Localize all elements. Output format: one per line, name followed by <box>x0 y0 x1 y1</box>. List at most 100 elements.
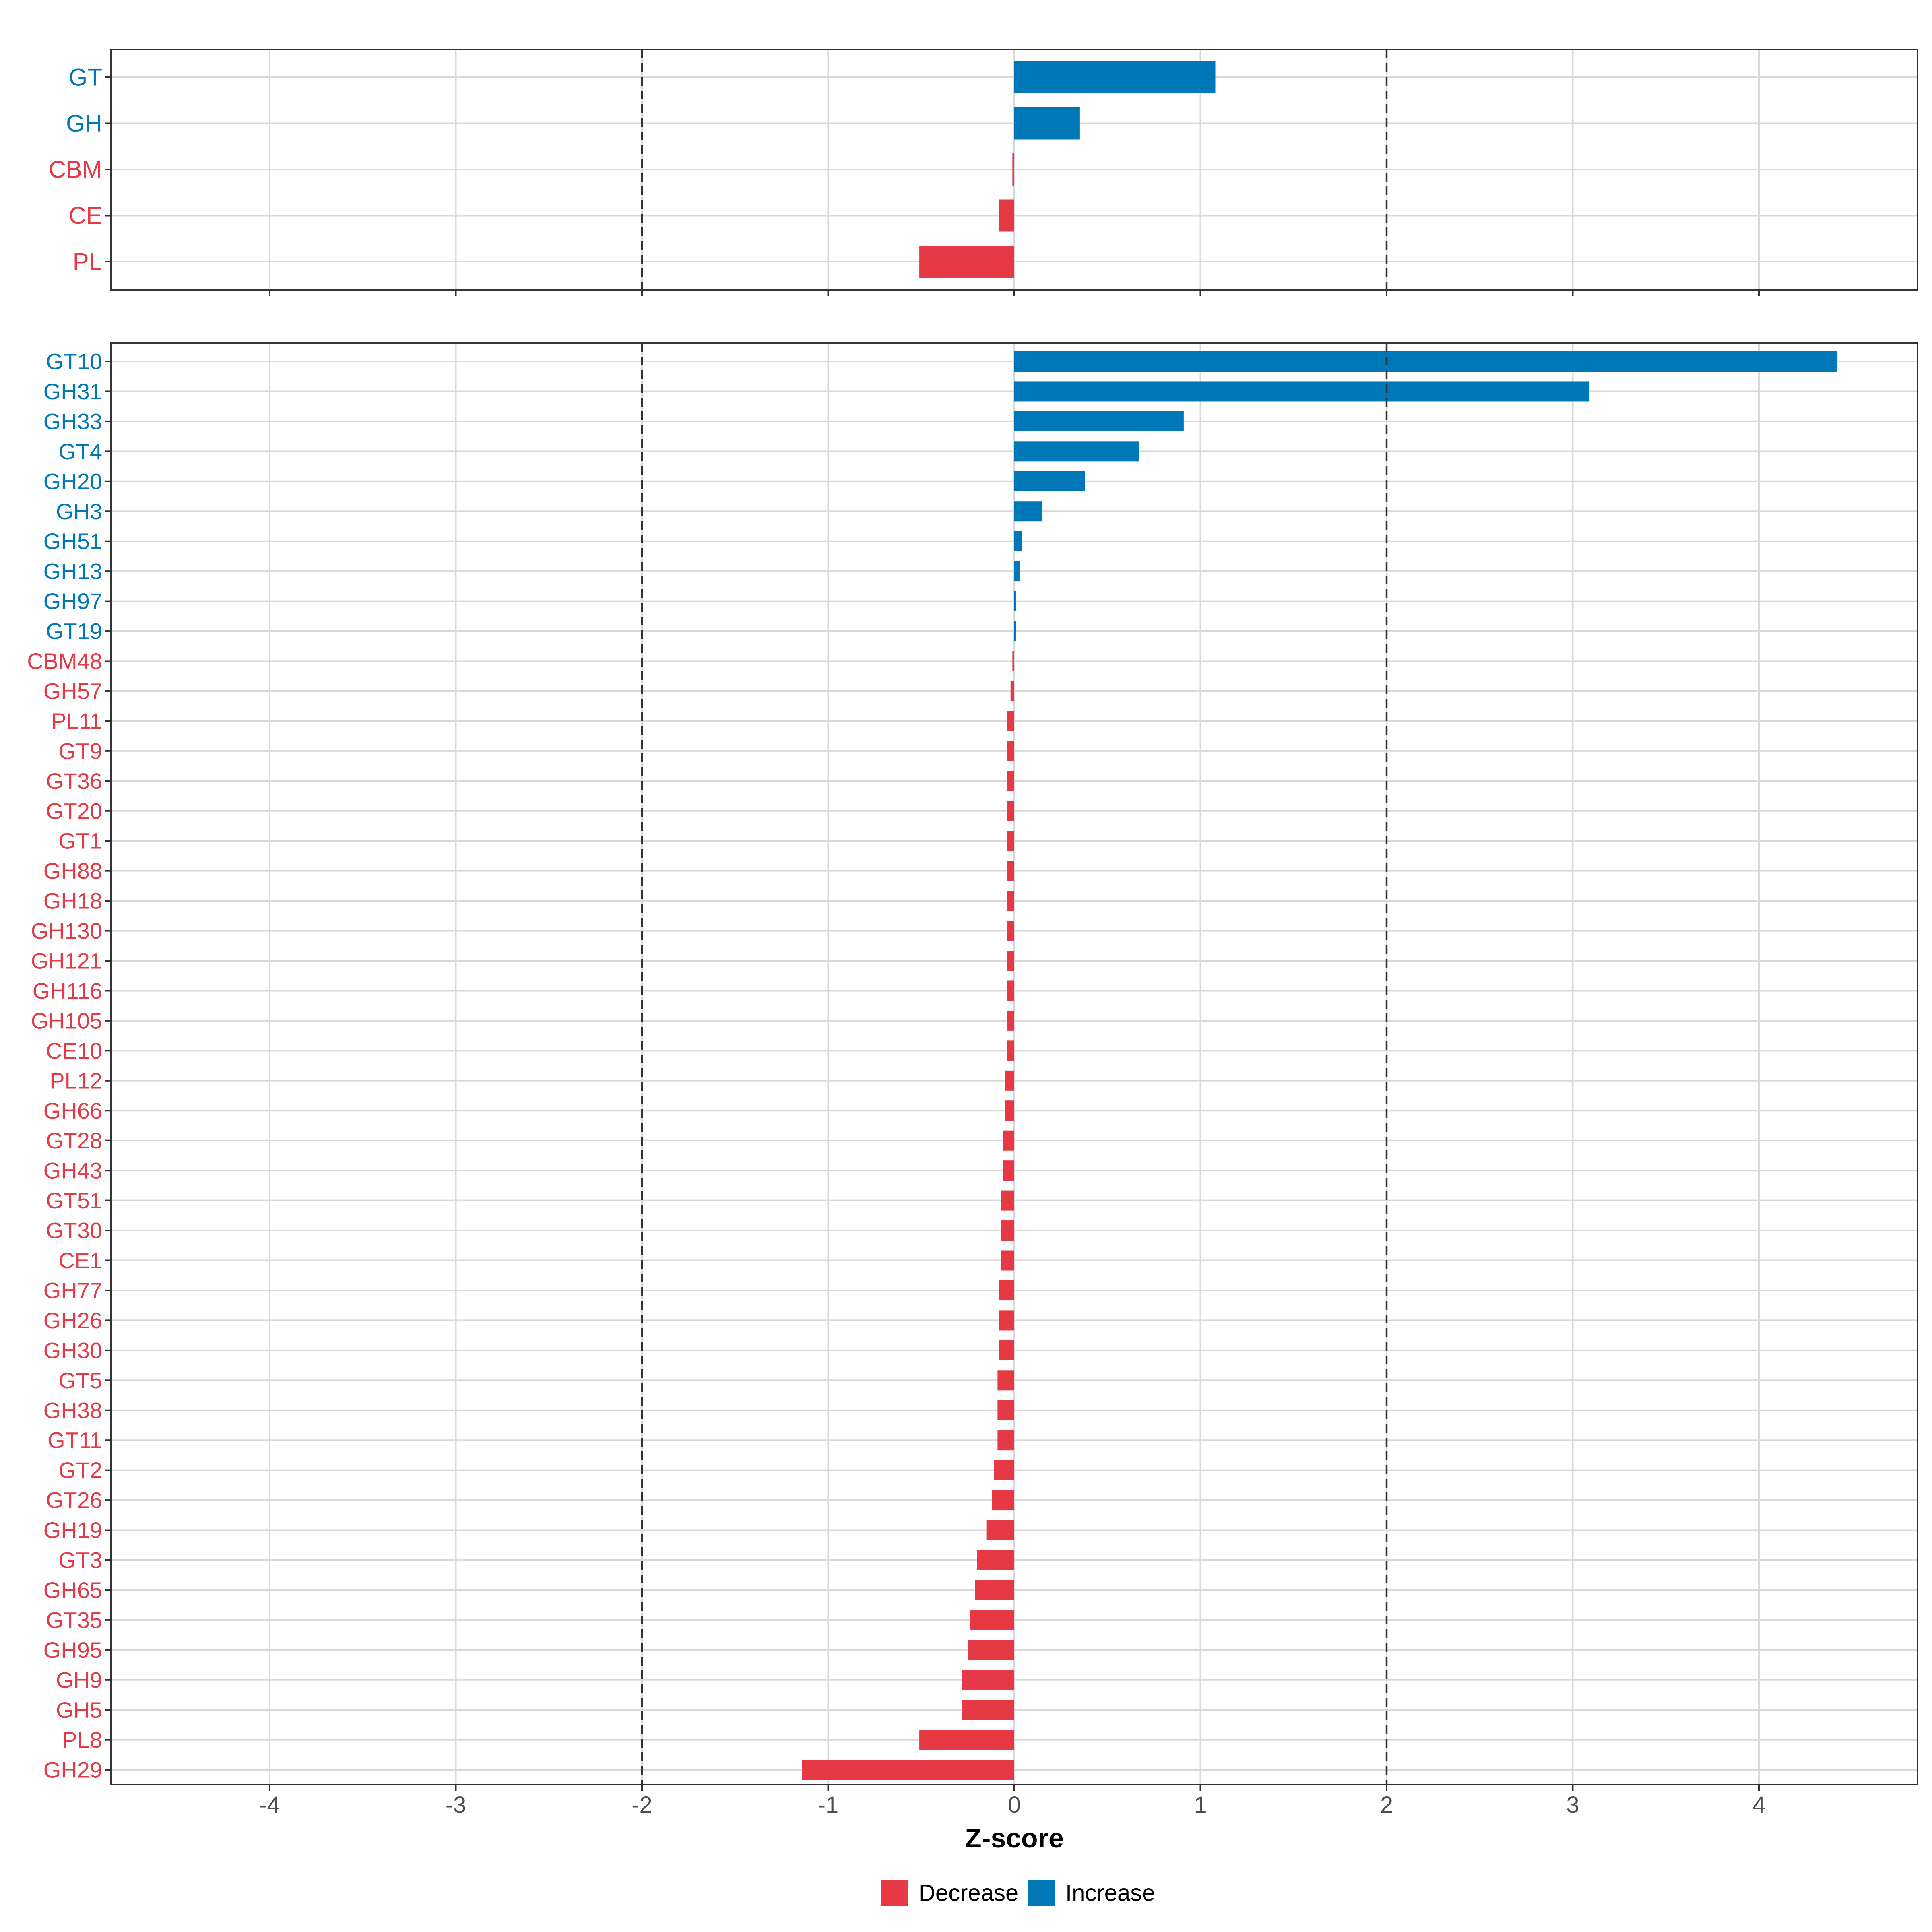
bar-gt11 <box>997 1430 1014 1451</box>
category-label: GT36 <box>46 768 102 794</box>
category-label: GH77 <box>43 1278 102 1303</box>
bar-pl8 <box>919 1730 1014 1750</box>
category-label: GT51 <box>46 1188 102 1213</box>
category-label: PL8 <box>62 1727 102 1752</box>
category-label: GT1 <box>58 828 102 854</box>
bar-gt36 <box>1007 771 1014 791</box>
bar-gh33 <box>1014 411 1184 431</box>
category-label: GT30 <box>46 1218 102 1243</box>
x-tick-label: -3 <box>446 1792 466 1818</box>
category-label: GH51 <box>43 528 102 554</box>
category-label: GH95 <box>43 1637 102 1663</box>
category-label: GH121 <box>31 948 102 974</box>
category-label: GH38 <box>43 1397 102 1423</box>
bar-gt1 <box>1007 831 1014 851</box>
bar-gt51 <box>1001 1190 1014 1211</box>
category-label: GT20 <box>46 798 102 824</box>
category-label: GT2 <box>58 1457 102 1483</box>
bar-gh3 <box>1014 501 1042 522</box>
bar-gh95 <box>968 1640 1014 1660</box>
bar-ce1 <box>1001 1250 1014 1271</box>
category-label: GT5 <box>58 1368 102 1393</box>
x-tick-label: 1 <box>1194 1792 1207 1818</box>
category-label: CBM48 <box>27 648 102 674</box>
bar-gh116 <box>1007 980 1014 1001</box>
bar-gh65 <box>975 1580 1014 1600</box>
category-label: GH57 <box>43 678 102 704</box>
legend-label-increase: Increase <box>1065 1880 1155 1906</box>
category-label: GT35 <box>46 1607 102 1633</box>
bar-cbm <box>1012 153 1014 186</box>
top-panel: GT GH CBM CE PL <box>49 49 1918 296</box>
x-tick-label: -2 <box>632 1792 652 1818</box>
bar-gt2 <box>994 1460 1014 1480</box>
bar-gt9 <box>1007 741 1014 761</box>
x-tick-label: 3 <box>1566 1792 1579 1818</box>
bar-gh105 <box>1007 1010 1014 1031</box>
bar-gh <box>1014 107 1080 140</box>
category-label: CBM <box>49 156 102 183</box>
category-label: GT3 <box>58 1548 102 1573</box>
category-label: GH <box>66 110 102 137</box>
category-label: GH3 <box>56 499 102 524</box>
category-label: PL12 <box>50 1068 102 1093</box>
bar-gt5 <box>997 1370 1014 1391</box>
bar-gh51 <box>1014 531 1022 551</box>
category-label: GT9 <box>58 738 102 764</box>
category-label: GH20 <box>43 469 102 494</box>
category-label: GH65 <box>43 1577 102 1603</box>
x-tick-label: -4 <box>259 1792 280 1818</box>
category-label: GT10 <box>46 349 102 374</box>
bar-gh121 <box>1007 951 1014 971</box>
category-label: GH97 <box>43 588 102 614</box>
bar-pl12 <box>1005 1070 1014 1091</box>
category-label: CE <box>69 202 102 229</box>
bar-gh5 <box>962 1700 1014 1720</box>
category-label: GH105 <box>31 1008 102 1033</box>
legend-swatch-decrease <box>881 1880 908 1906</box>
bar-gt35 <box>970 1610 1014 1630</box>
bar-gt3 <box>977 1550 1014 1570</box>
bar-gh130 <box>1007 921 1014 941</box>
bar-gh20 <box>1014 471 1085 491</box>
legend-swatch-increase <box>1028 1880 1055 1906</box>
category-label: GH18 <box>43 888 102 914</box>
bar-ce <box>999 199 1014 232</box>
bar-cbm48 <box>1012 651 1014 671</box>
category-label: GH130 <box>31 918 102 943</box>
category-label: GH29 <box>43 1757 102 1783</box>
category-label: CE1 <box>58 1248 102 1273</box>
category-label: GT <box>69 64 102 91</box>
category-label: GH19 <box>43 1517 102 1543</box>
category-label: GH30 <box>43 1338 102 1363</box>
bar-gh77 <box>999 1280 1014 1300</box>
category-label: GH5 <box>56 1697 102 1723</box>
category-label: PL <box>73 248 102 275</box>
category-label: GH116 <box>33 978 102 1003</box>
legend-label-decrease: Decrease <box>919 1880 1018 1906</box>
bar-gh9 <box>962 1670 1014 1690</box>
bar-gh13 <box>1014 561 1020 582</box>
bar-gh26 <box>999 1310 1014 1331</box>
bar-gh88 <box>1007 861 1014 881</box>
bar-ce10 <box>1007 1040 1014 1061</box>
bar-gt19 <box>1014 621 1016 642</box>
bar-gh43 <box>1003 1160 1014 1181</box>
category-label: GT11 <box>47 1428 102 1453</box>
category-label: PL11 <box>51 708 102 734</box>
bar-pl <box>919 246 1014 278</box>
bar-gh97 <box>1014 591 1016 611</box>
bar-gh29 <box>802 1760 1014 1780</box>
category-label: GT26 <box>46 1488 102 1513</box>
category-label: GH88 <box>43 858 102 883</box>
category-label: GT4 <box>58 439 102 464</box>
bar-gh66 <box>1005 1100 1014 1121</box>
bar-gh31 <box>1014 381 1590 402</box>
x-tick-label: 2 <box>1380 1792 1393 1818</box>
bar-gt30 <box>1001 1220 1014 1241</box>
bottom-panel: GT10 GH31 GH33 GT4 GH20 GH3 GH51 GH13 GH97 GT19 CB… <box>27 342 1918 1791</box>
bar-gh57 <box>1010 681 1014 701</box>
bar-pl11 <box>1007 711 1014 731</box>
bar-gt4 <box>1014 441 1139 462</box>
